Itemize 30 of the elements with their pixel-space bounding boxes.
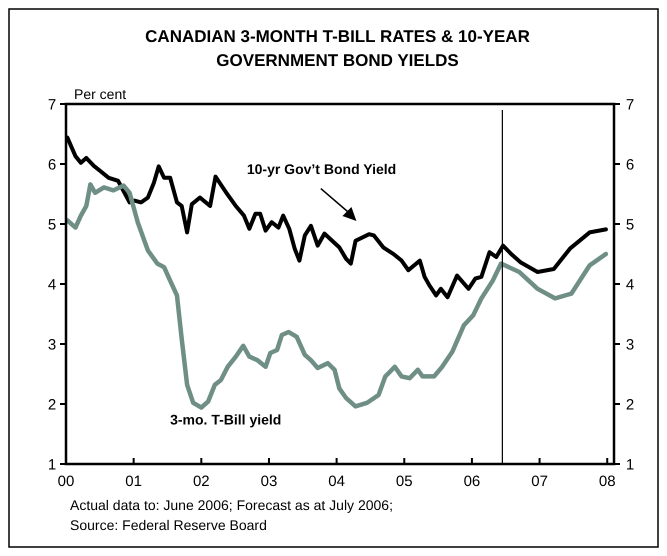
y-tick-label: 6 [48, 156, 56, 174]
y-tick-label: 2 [48, 396, 56, 414]
y2-tick-label: 6 [626, 156, 634, 174]
y2-tick-label: 4 [626, 276, 634, 294]
y-tick-label: 5 [48, 216, 56, 234]
x-tick-label: 03 [260, 473, 278, 490]
y-tick-label: 7 [48, 96, 56, 114]
x-tick-label: 05 [396, 473, 413, 490]
y2-tick-label: 5 [626, 216, 634, 234]
y2-tick-label: 7 [626, 96, 634, 114]
text: Actual data to: June 2006; Forecast as at July 2006; [70, 497, 393, 513]
series-label: 10-yr Gov’t Bond Yield [246, 161, 396, 178]
y-tick-label: 3 [48, 336, 56, 354]
x-tick-label: 07 [531, 473, 548, 490]
line-series [65, 182, 608, 410]
y-axis-title: Per cent [74, 86, 126, 102]
y-tick-label: 4 [48, 276, 56, 294]
x-tick-label: 00 [58, 473, 74, 490]
x-tick-label: 08 [598, 473, 616, 490]
source-note: Source: Federal Reserve Board [70, 517, 267, 533]
y2-tick-label: 1 [626, 456, 634, 474]
x-tick-label: 01 [125, 473, 142, 490]
y2-tick-label: 2 [626, 396, 634, 414]
x-tick-label: 06 [464, 473, 480, 490]
series-label: 3-mo. T-Bill yield [170, 411, 282, 428]
x-tick-label: 04 [328, 473, 345, 490]
chart-title: CANADIAN 3-MONTH T-BILL RATES & 10-YEAR GOVERNMENT BOND YIELDS [145, 27, 530, 70]
y-tick-label: 1 [48, 456, 56, 474]
y2-tick-label: 3 [626, 336, 634, 354]
x-tick-label: 02 [192, 473, 210, 490]
